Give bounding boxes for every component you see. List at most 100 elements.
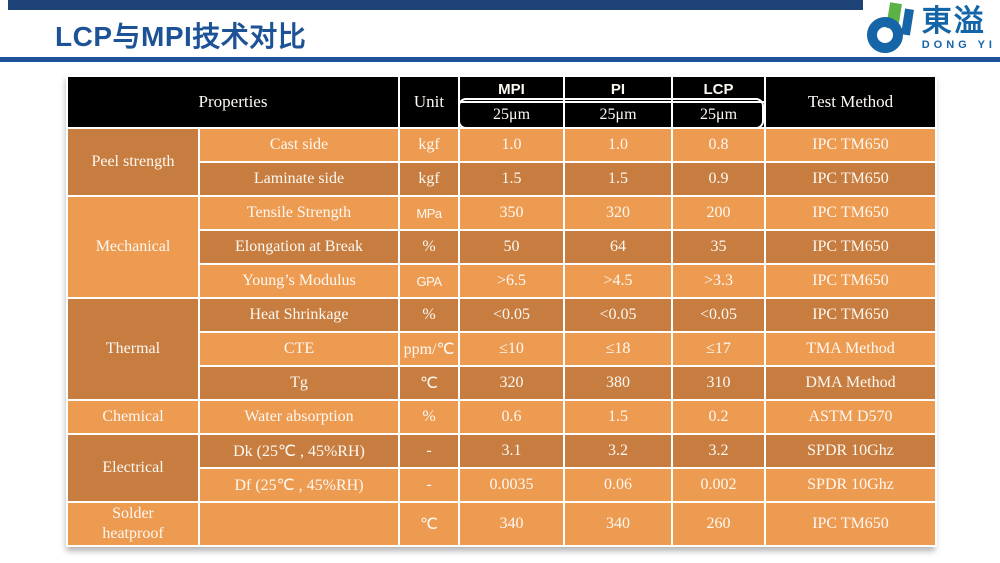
property-cell: Water absorption — [198, 399, 400, 435]
mpi-value-cell: 340 — [458, 501, 565, 547]
lcp-value-cell: 200 — [671, 195, 766, 231]
group-cell-thermal: Thermal — [66, 297, 200, 401]
group-cell-electrical: Electrical — [66, 433, 200, 503]
unit-cell: % — [398, 229, 460, 265]
method-cell: IPC TM650 — [764, 229, 937, 265]
pi-value-cell: 0.06 — [563, 467, 673, 503]
method-cell: TMA Method — [764, 331, 937, 367]
mpi-value-cell: 50 — [458, 229, 565, 265]
pi-value-cell: 380 — [563, 365, 673, 401]
title-underline-rule — [0, 57, 1000, 62]
property-cell: Cast side — [198, 127, 400, 163]
property-cell: Young’s Modulus — [198, 263, 400, 299]
col-header-test-method: Test Method — [764, 75, 937, 129]
mpi-value-cell: >6.5 — [458, 263, 565, 299]
table-row: Mechanical Tensile Strength MPa 350 320 … — [66, 195, 937, 299]
comparison-table: Properties Unit MPI PI LCP Test Method 2… — [66, 75, 937, 547]
table-row: Electrical Dk (25℃ , 45%RH) - 3.1 3.2 3.… — [66, 433, 937, 503]
method-cell: IPC TM650 — [764, 263, 937, 299]
lcp-thickness: 25μm — [671, 101, 766, 129]
lcp-value-cell: 0.2 — [671, 399, 766, 435]
unit-cell: GPA — [398, 263, 460, 299]
table-row: Peel strength Cast side kgf 1.0 1.0 0.8 … — [66, 127, 937, 197]
unit-cell: MPa — [398, 195, 460, 231]
lcp-value-cell: >3.3 — [671, 263, 766, 299]
group-cell-chemical: Chemical — [66, 399, 200, 435]
pi-value-cell: <0.05 — [563, 297, 673, 333]
table-row: Laminate side kgf 1.5 1.5 0.9 IPC TM650 — [67, 161, 937, 197]
pi-value-cell: 340 — [563, 501, 673, 547]
top-accent-bar — [8, 0, 863, 10]
unit-cell: % — [398, 399, 460, 435]
col-header-unit: Unit — [398, 75, 460, 129]
dongyi-logo: 東溢 DONG YI — [865, 2, 996, 55]
pi-value-cell: 3.2 — [563, 433, 673, 469]
unit-cell: % — [398, 297, 460, 333]
method-cell: IPC TM650 — [764, 297, 937, 333]
method-cell: IPC TM650 — [764, 501, 937, 547]
unit-cell: ℃ — [398, 501, 460, 547]
method-cell: IPC TM650 — [764, 195, 937, 231]
table-row: Df (25℃ , 45%RH) - 0.0035 0.06 0.002 SPD… — [67, 467, 937, 503]
property-cell: Dk (25℃ , 45%RH) — [198, 433, 400, 469]
unit-cell: kgf — [398, 127, 460, 163]
col-header-lcp: LCP — [671, 75, 766, 103]
property-cell: Laminate side — [198, 161, 400, 197]
table-row: CTE ppm/℃ ≤10 ≤18 ≤17 TMA Method — [67, 331, 937, 367]
col-header-pi: PI — [563, 75, 673, 103]
dongyi-logo-icon — [865, 2, 917, 55]
group-cell-peel-strength: Peel strength — [66, 127, 200, 197]
group-cell-solder-heatproof: Solder heatproof — [66, 501, 200, 547]
method-cell: IPC TM650 — [764, 161, 937, 197]
mpi-value-cell: <0.05 — [458, 297, 565, 333]
table-row: Thermal Heat Shrinkage % <0.05 <0.05 <0.… — [66, 297, 937, 401]
mpi-value-cell: 350 — [458, 195, 565, 231]
table-row: Chemical Water absorption % 0.6 1.5 0.2 … — [66, 399, 937, 435]
method-cell: SPDR 10Ghz — [764, 467, 937, 503]
method-cell: SPDR 10Ghz — [764, 433, 937, 469]
unit-cell: kgf — [398, 161, 460, 197]
unit-cell: ppm/℃ — [398, 331, 460, 367]
mpi-value-cell: 0.6 — [458, 399, 565, 435]
pi-value-cell: >4.5 — [563, 263, 673, 299]
method-cell: IPC TM650 — [764, 127, 937, 163]
table-row: Elongation at Break % 50 64 35 IPC TM650 — [67, 229, 937, 265]
mpi-value-cell: 320 — [458, 365, 565, 401]
method-cell: ASTM D570 — [764, 399, 937, 435]
lcp-value-cell: 3.2 — [671, 433, 766, 469]
mpi-value-cell: ≤10 — [458, 331, 565, 367]
lcp-value-cell: 0.002 — [671, 467, 766, 503]
lcp-value-cell: 310 — [671, 365, 766, 401]
lcp-value-cell: 35 — [671, 229, 766, 265]
lcp-value-cell: <0.05 — [671, 297, 766, 333]
lcp-value-cell: ≤17 — [671, 331, 766, 367]
pi-value-cell: 320 — [563, 195, 673, 231]
unit-cell: - — [398, 467, 460, 503]
col-header-mpi: MPI — [458, 75, 565, 103]
mpi-value-cell: 1.5 — [458, 161, 565, 197]
page-title: LCP与MPI技术对比 — [55, 21, 307, 52]
table-row: Tg ℃ 320 380 310 DMA Method — [67, 365, 937, 401]
group-cell-mechanical: Mechanical — [66, 195, 200, 299]
lcp-value-cell: 260 — [671, 501, 766, 547]
mpi-value-cell: 3.1 — [458, 433, 565, 469]
pi-value-cell: 64 — [563, 229, 673, 265]
mpi-thickness: 25μm — [458, 101, 565, 129]
header-row-1: Properties Unit MPI PI LCP Test Method — [66, 75, 937, 129]
property-cell — [198, 501, 400, 547]
pi-thickness: 25μm — [563, 101, 673, 129]
unit-cell: ℃ — [398, 365, 460, 401]
pi-value-cell: 1.5 — [563, 161, 673, 197]
pi-value-cell: 1.0 — [563, 127, 673, 163]
method-cell: DMA Method — [764, 365, 937, 401]
lcp-value-cell: 0.8 — [671, 127, 766, 163]
property-cell: Heat Shrinkage — [198, 297, 400, 333]
property-cell: Df (25℃ , 45%RH) — [198, 467, 400, 503]
property-cell: Elongation at Break — [198, 229, 400, 265]
pi-value-cell: ≤18 — [563, 331, 673, 367]
property-cell: Tensile Strength — [198, 195, 400, 231]
unit-cell: - — [398, 433, 460, 469]
table-row: Young’s Modulus GPA >6.5 >4.5 >3.3 IPC T… — [67, 263, 937, 299]
table-row: Solder heatproof ℃ 340 340 260 IPC TM650 — [66, 501, 937, 547]
logo-name-cn: 東溢 — [921, 5, 986, 38]
